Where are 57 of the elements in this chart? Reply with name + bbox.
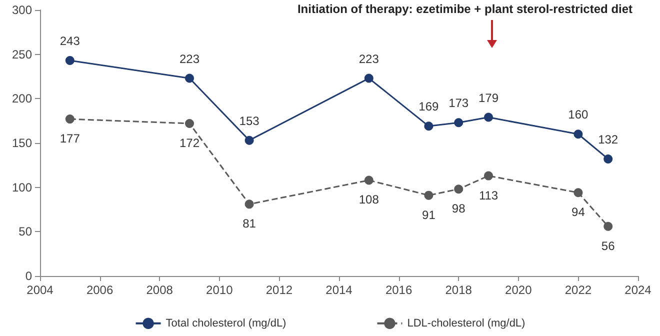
point xyxy=(454,184,464,194)
x-tick-label: 2024 xyxy=(624,283,652,297)
data-label: 179 xyxy=(478,90,499,105)
point xyxy=(185,74,194,83)
y-tick-label: 200 xyxy=(12,92,32,106)
point xyxy=(484,171,493,180)
point xyxy=(244,200,254,209)
point xyxy=(364,176,374,185)
point xyxy=(454,118,464,128)
y-tick-label: 100 xyxy=(12,180,32,194)
y-tick-label: 150 xyxy=(12,136,32,150)
data-label: 108 xyxy=(358,192,380,207)
data-label: 177 xyxy=(60,132,80,146)
x-tick-label: 2004 xyxy=(26,283,54,297)
x-tick-label: 2006 xyxy=(86,283,114,297)
point xyxy=(574,130,583,139)
data-label: 153 xyxy=(239,114,260,128)
point xyxy=(424,190,434,200)
data-label: 223 xyxy=(179,52,200,66)
data-label: 243 xyxy=(60,34,80,48)
point xyxy=(364,74,374,83)
x-tick-label: 2012 xyxy=(266,283,293,297)
data-label: 160 xyxy=(568,108,589,122)
data-label: 56 xyxy=(601,238,616,253)
data-label: 132 xyxy=(598,132,618,146)
point xyxy=(424,122,434,131)
y-tick-label: 250 xyxy=(12,47,32,62)
data-label: 172 xyxy=(179,136,200,150)
data-label: 113 xyxy=(478,188,498,202)
point xyxy=(574,188,583,198)
point xyxy=(604,222,613,231)
legend-label: Total cholesterol (mg/dL) xyxy=(166,317,286,330)
annotation: Initiation of therapy: ezetimibe + plant sterol-restricted diet xyxy=(297,2,633,16)
y-tick-label: 300 xyxy=(12,3,32,17)
x-tick-label: 2008 xyxy=(146,283,174,297)
x-tick-label: 2018 xyxy=(445,283,472,297)
data-label: 223 xyxy=(358,52,380,66)
data-label: 91 xyxy=(422,208,436,222)
point xyxy=(604,154,613,164)
data-label: 94 xyxy=(572,205,586,220)
point xyxy=(185,118,194,128)
data-label: 98 xyxy=(452,202,466,216)
point xyxy=(65,114,74,124)
legend-label: LDL-cholesterol (mg/dL) xyxy=(407,317,526,330)
point xyxy=(65,56,74,66)
x-tick-label: 2016 xyxy=(385,283,412,297)
x-tick-label: 2022 xyxy=(564,283,592,297)
y-tick-label: 0 xyxy=(25,269,32,283)
data-label: 173 xyxy=(448,96,469,110)
data-label: 169 xyxy=(418,100,440,114)
x-tick-label: 2020 xyxy=(505,283,532,297)
x-tick-label: 2014 xyxy=(326,283,353,297)
data-label: 81 xyxy=(242,216,256,231)
point xyxy=(484,112,493,122)
x-tick-label: 2010 xyxy=(206,283,234,297)
y-tick-label: 50 xyxy=(18,224,32,239)
point xyxy=(244,136,254,145)
